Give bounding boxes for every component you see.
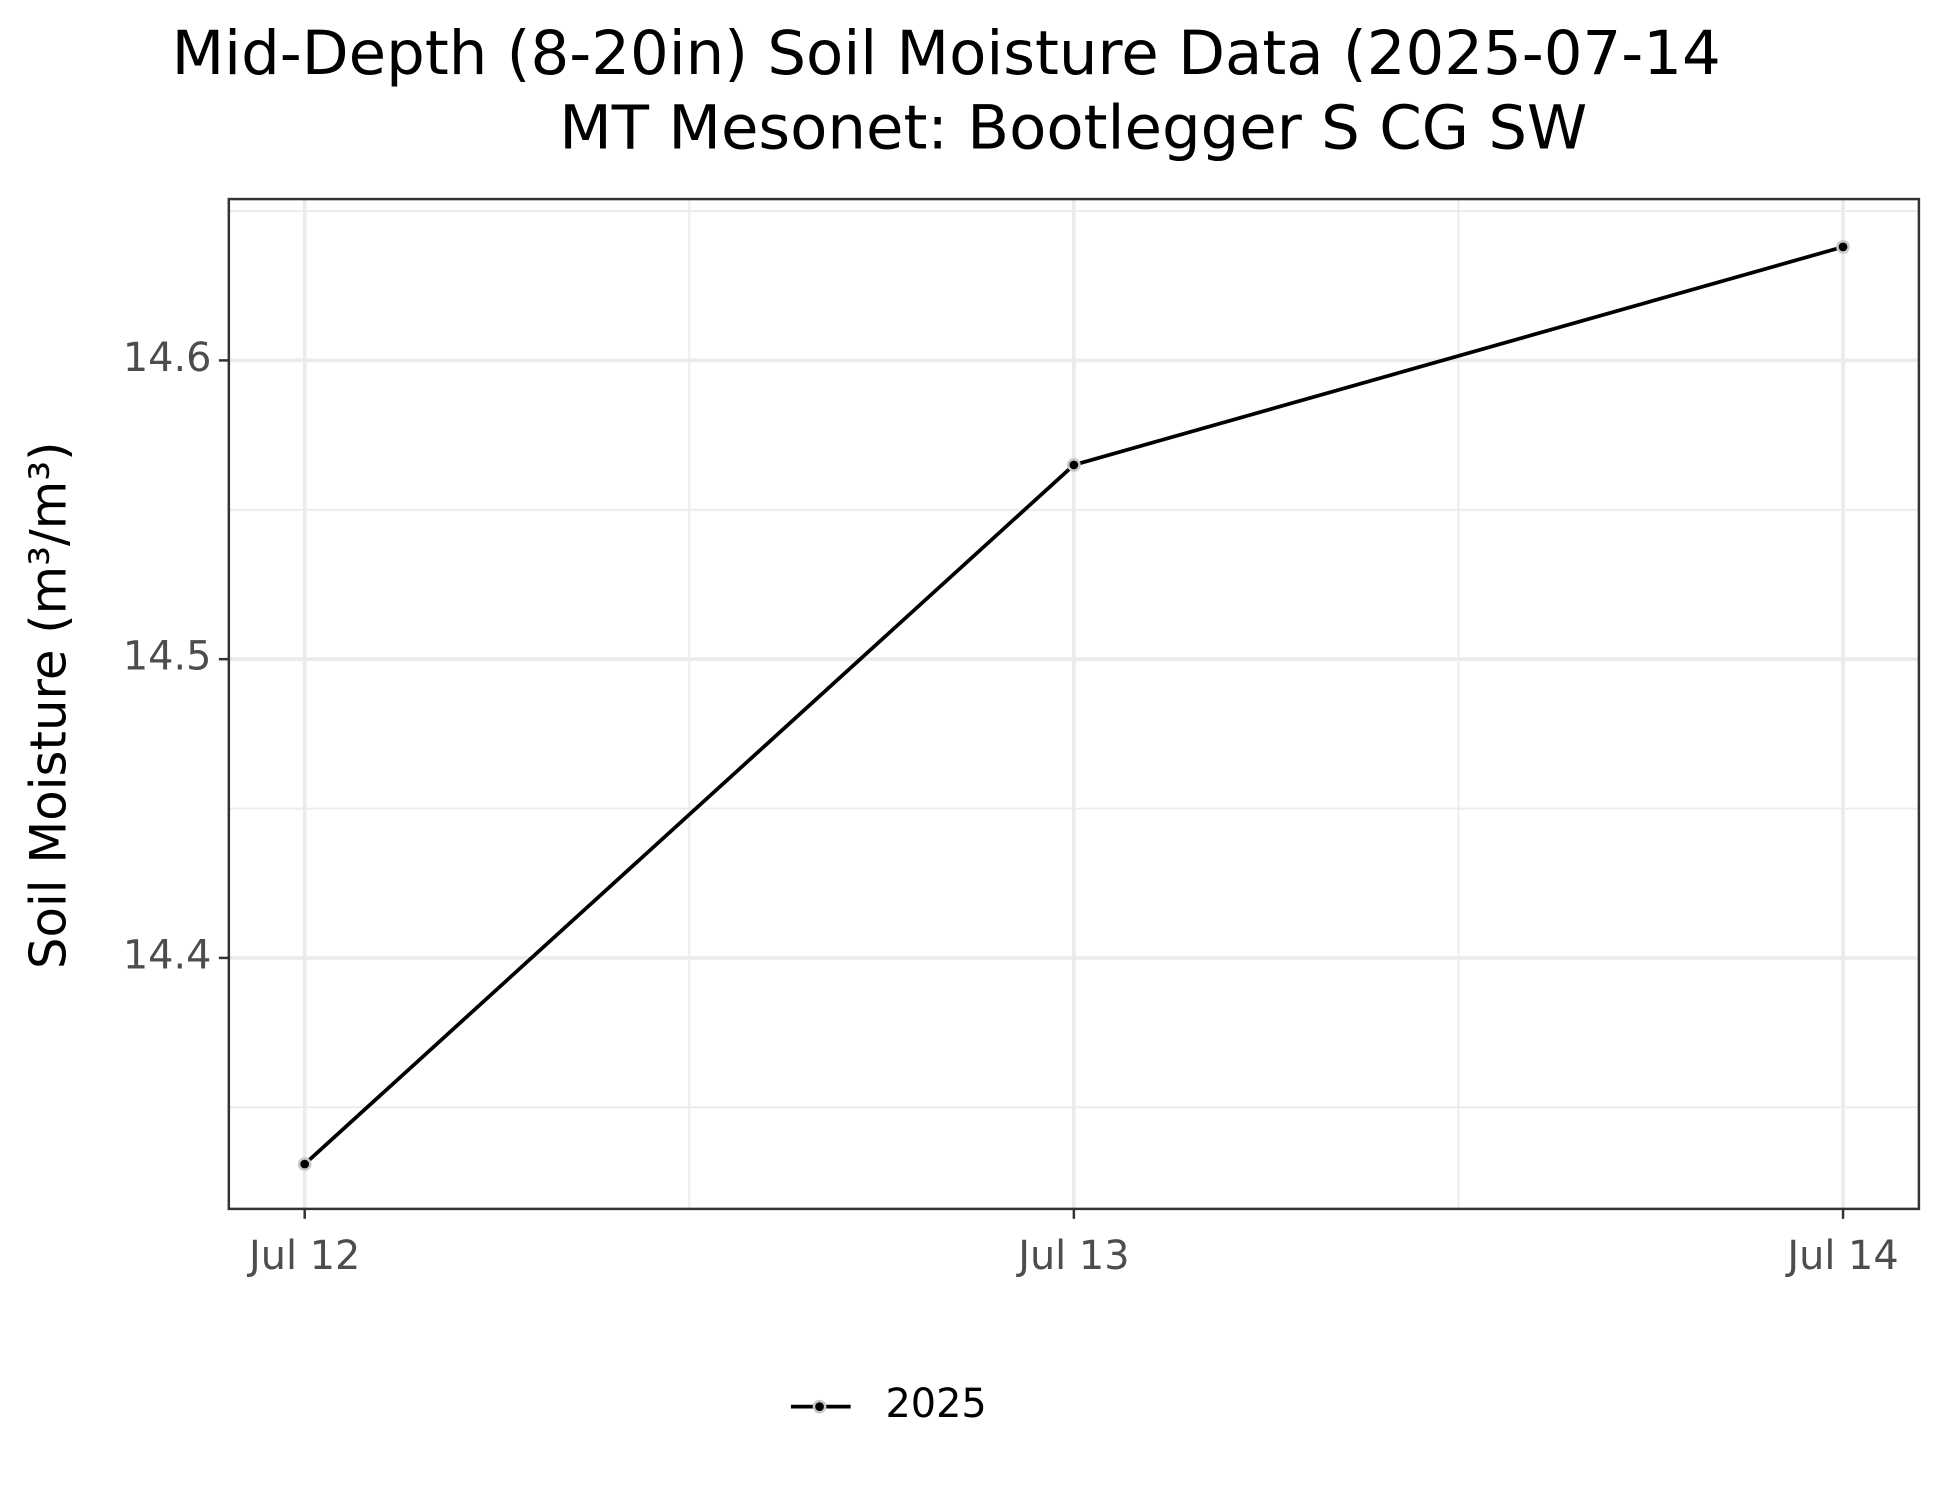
- chart-title: Mid-Depth (8-20in) Soil Moisture Data (2…: [172, 18, 1721, 89]
- legend-point: [812, 1399, 827, 1414]
- legend-label: 2025: [885, 1381, 986, 1427]
- data-point: [1067, 458, 1081, 472]
- data-point: [297, 1157, 312, 1171]
- y-tick-label: 14.4: [123, 932, 212, 978]
- x-tick-label: Jul 13: [1015, 1233, 1129, 1279]
- x-tick-label: Jul 12: [246, 1233, 360, 1279]
- data-point: [1836, 240, 1850, 254]
- y-axis-title: Soil Moisture (m³/m³): [20, 441, 78, 969]
- x-tick-label: Jul 14: [1784, 1233, 1898, 1279]
- chart-subtitle: MT Mesonet: Bootlegger S CG SW: [559, 93, 1587, 164]
- y-tick-label: 14.6: [123, 335, 212, 381]
- y-tick-label: 14.5: [123, 634, 212, 680]
- plot-panel: [227, 197, 1921, 1211]
